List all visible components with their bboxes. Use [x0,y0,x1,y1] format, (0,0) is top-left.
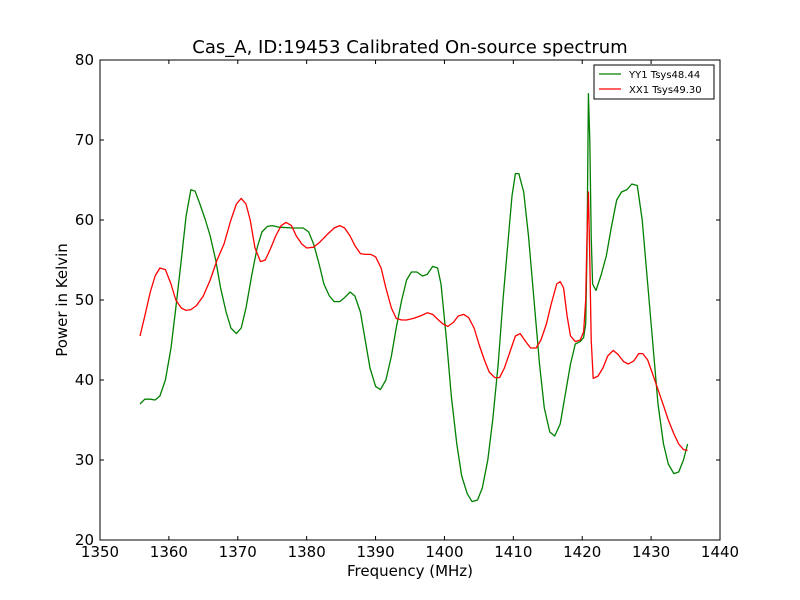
x-axis-label: Frequency (MHz) [347,562,473,580]
x-tick-label: 1420 [563,543,601,561]
y-tick-label: 20 [75,531,94,549]
x-tick-label: 1370 [219,543,257,561]
x-tick-label: 1380 [288,543,326,561]
x-tick-label: 1350 [81,543,119,561]
y-tick-label: 60 [75,211,94,229]
y-axis-label: Power in Kelvin [53,243,71,357]
y-tick-label: 40 [75,371,94,389]
x-tick-label: 1430 [632,543,670,561]
axis-ticks: 1350 1360 1370 1380 1390 1400 1410 1420 1430 1440… [75,51,739,561]
y-tick-label: 80 [75,51,94,69]
chart-title: Cas_A, ID:19453 Calibrated On-source spe… [192,37,627,58]
y-tick-label: 30 [75,451,94,469]
x-tick-label: 1390 [356,543,394,561]
y-tick-label: 70 [75,131,94,149]
series-lines [139,92,689,503]
x-tick-label: 1400 [425,543,463,561]
legend-label: XX1 Tsys49.30 [629,85,702,96]
y-tick-label: 50 [75,291,94,309]
plot-frame [99,59,721,541]
x-tick-label: 1410 [494,543,532,561]
x-tick-label: 1360 [150,543,188,561]
legend: YY1 Tsys48.44 XX1 Tsys49.30 [593,64,715,100]
series-line-xx1 [139,191,688,452]
legend-label: YY1 Tsys48.44 [628,70,700,81]
series-line-yy1 [139,92,689,503]
legend-box [593,64,715,100]
x-tick-label: 1440 [701,543,739,561]
